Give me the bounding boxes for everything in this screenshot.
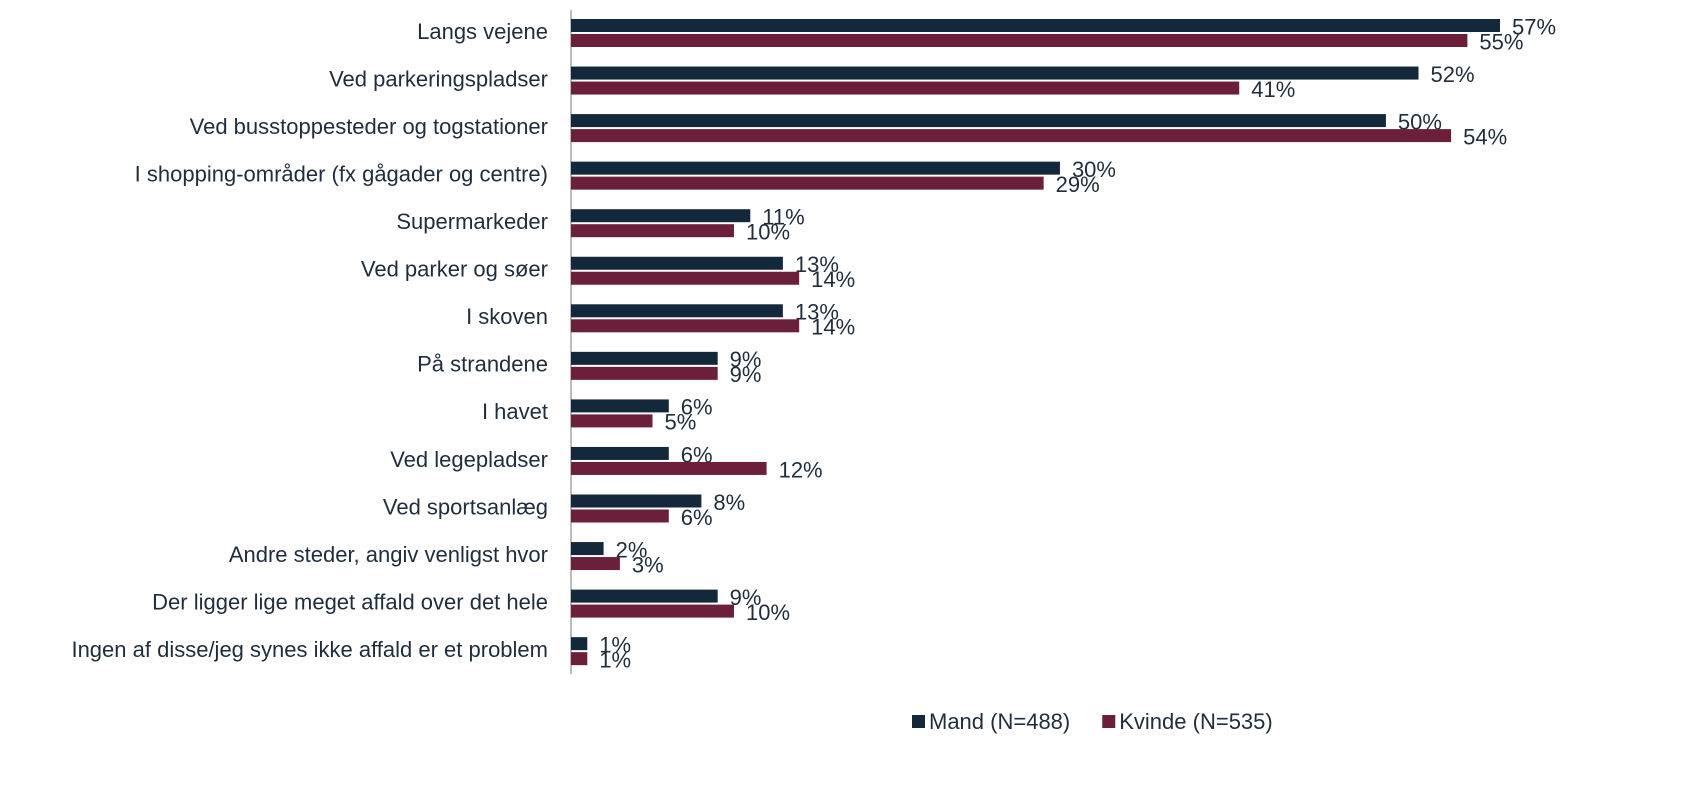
bar	[571, 256, 783, 270]
value-label: 10%	[746, 220, 790, 245]
value-label: 3%	[632, 552, 664, 577]
bar	[571, 542, 604, 556]
value-label: 10%	[746, 600, 790, 625]
category-label: I shopping-områder (fx gågader og centre…	[135, 161, 548, 186]
bar	[571, 304, 783, 318]
bar	[571, 209, 751, 223]
bar	[571, 461, 767, 475]
value-label: 12%	[779, 457, 823, 482]
bar	[571, 557, 620, 571]
value-label: 5%	[664, 410, 696, 435]
bar	[571, 176, 1044, 190]
value-label: 13%	[795, 300, 839, 325]
category-label: I havet	[482, 399, 548, 424]
value-label: 1%	[599, 632, 631, 657]
bar	[571, 399, 669, 413]
category-label: I skoven	[466, 304, 548, 329]
value-label: 14%	[811, 267, 855, 292]
value-label: 1%	[599, 647, 631, 672]
value-label: 55%	[1479, 29, 1523, 54]
category-label: På strandene	[417, 352, 548, 377]
bar	[571, 351, 718, 365]
bar	[571, 161, 1060, 175]
category-label: Ved sportsanlæg	[383, 494, 548, 519]
value-label: 6%	[681, 395, 713, 420]
bar	[571, 271, 800, 285]
value-label: 41%	[1251, 77, 1295, 102]
bar	[571, 319, 800, 333]
category-label: Supermarkeder	[396, 209, 548, 234]
value-label: 9%	[730, 362, 762, 387]
category-label: Ved parker og søer	[361, 257, 548, 282]
value-label: 30%	[1072, 157, 1116, 182]
value-label: 2%	[616, 537, 648, 562]
bar	[571, 589, 718, 603]
value-label: 52%	[1431, 62, 1475, 87]
bar	[571, 446, 669, 460]
bar	[571, 81, 1240, 95]
legend-label: Mand (N=488)	[929, 709, 1070, 734]
bar	[571, 19, 1500, 32]
category-label: Langs vejene	[417, 19, 548, 44]
bar	[571, 129, 1452, 143]
bar	[571, 414, 653, 428]
legend-swatch	[1102, 715, 1116, 728]
legend-label: Kvinde (N=535)	[1119, 709, 1272, 734]
category-label: Ved legepladser	[390, 447, 548, 472]
bar	[571, 366, 718, 380]
category-label: Andre steder, angiv venligst hvor	[229, 542, 548, 567]
category-label: Ved parkeringspladser	[329, 66, 548, 91]
bar	[571, 114, 1386, 128]
value-label: 6%	[681, 505, 713, 530]
legend-swatch	[912, 715, 925, 728]
bar	[571, 652, 588, 666]
bar	[571, 66, 1419, 80]
bar	[571, 604, 734, 618]
bar	[571, 637, 588, 651]
value-label: 9%	[730, 585, 762, 610]
value-label: 14%	[811, 315, 855, 340]
value-label: 9%	[730, 347, 762, 372]
value-label: 8%	[713, 490, 745, 515]
value-label: 29%	[1056, 172, 1100, 197]
value-label: 11%	[762, 205, 804, 230]
value-label: 54%	[1463, 124, 1507, 149]
bar	[571, 509, 669, 523]
category-label: Ingen af disse/jeg synes ikke affald er …	[71, 637, 548, 662]
bar	[571, 34, 1468, 47]
value-label: 13%	[795, 252, 839, 277]
category-label: Der ligger lige meget affald over det he…	[152, 589, 548, 614]
bar	[571, 494, 702, 508]
bar	[571, 224, 734, 238]
category-label: Ved busstoppesteder og togstationer	[190, 114, 548, 139]
value-label: 57%	[1512, 14, 1556, 39]
